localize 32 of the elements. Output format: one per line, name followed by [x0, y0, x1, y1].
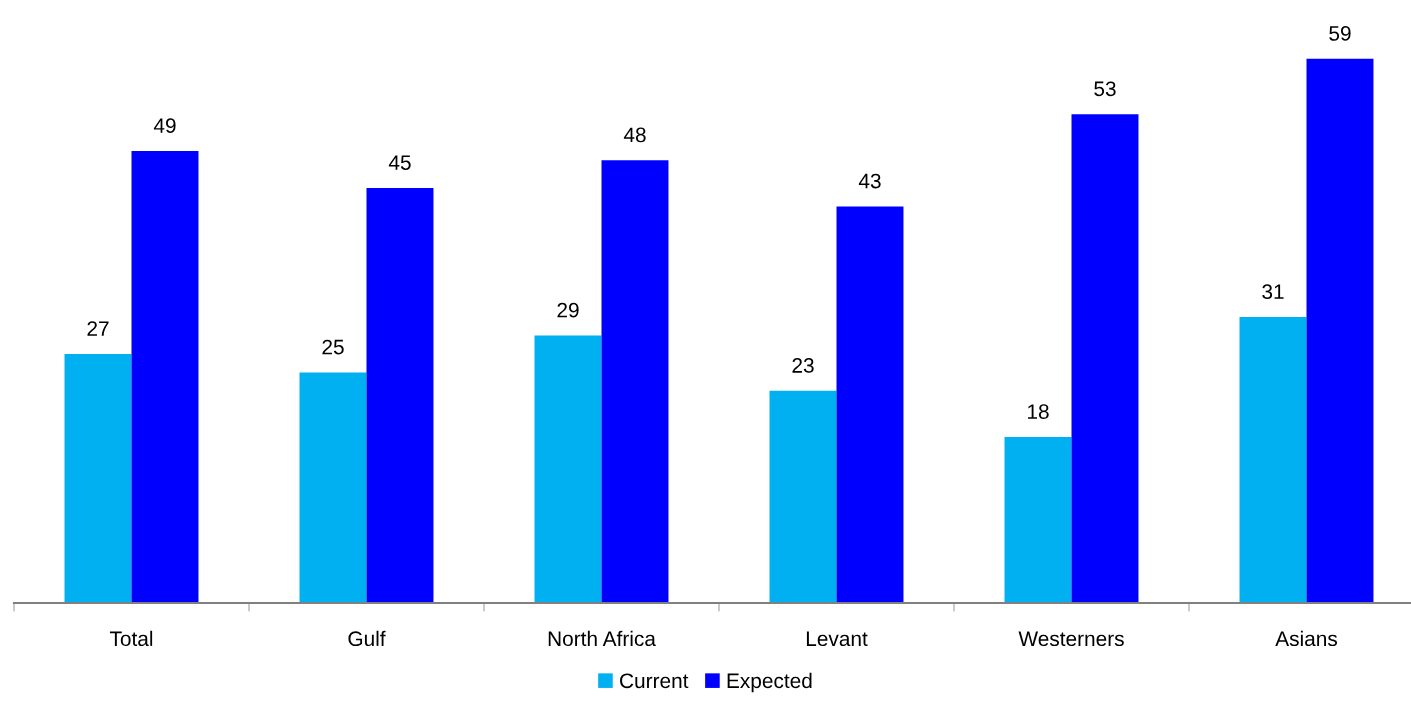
data-label: 29: [557, 302, 579, 318]
bar: [769, 390, 837, 603]
data-label: 43: [858, 173, 881, 189]
data-label: 25: [322, 339, 344, 355]
data-label: 45: [388, 155, 411, 170]
bar: [1239, 317, 1307, 603]
x-tick-label: North Africa: [548, 630, 656, 647]
x-tick-label: Westerners: [1018, 631, 1124, 647]
x-tick-label: Levant: [806, 631, 868, 647]
data-label: 31: [1262, 284, 1284, 300]
data-label: 18: [1028, 404, 1049, 419]
bar: [836, 206, 904, 603]
bar: [299, 372, 367, 603]
bar: [64, 353, 132, 603]
x-tick-label: Total: [109, 630, 153, 647]
bar: [601, 160, 669, 603]
data-label: 48: [623, 127, 646, 143]
legend-label: Current: [620, 673, 689, 689]
bar: [1004, 436, 1072, 603]
data-label: 49: [153, 118, 176, 134]
bar: [534, 335, 602, 603]
x-tick-label: Gulf: [348, 630, 386, 647]
bar: [131, 151, 199, 603]
x-tick-label: Asians: [1275, 630, 1338, 647]
data-label: 59: [1329, 26, 1351, 41]
bar: [1306, 58, 1374, 603]
legend-label: Expected: [727, 672, 812, 693]
bar: [1071, 114, 1139, 603]
data-label: 27: [87, 321, 109, 336]
bar: [366, 187, 434, 603]
data-label: 23: [792, 358, 814, 373]
data-label: 53: [1094, 81, 1116, 97]
